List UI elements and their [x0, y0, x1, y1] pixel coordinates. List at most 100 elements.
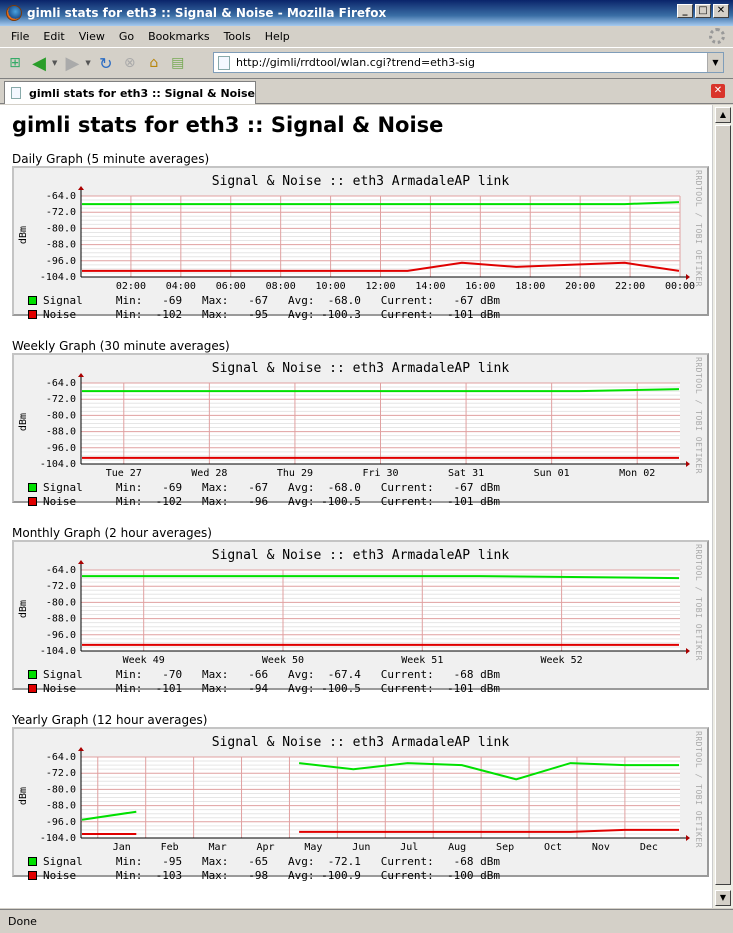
signal-legend-row: Signal Min: -69 Max: -67 Avg: -68.0 Curr…	[28, 481, 500, 494]
signal-swatch	[28, 296, 37, 305]
navigation-toolbar: ⊞ ◀ ▼ ▶ ▼ ↻ ⊗ ⌂ ▤	[0, 47, 733, 79]
back-button[interactable]: ◀	[32, 52, 46, 74]
x-tick-label: Sat 31	[448, 468, 484, 479]
noise-legend-row: Noise Min: -102 Max: -95 Avg: -100.3 Cur…	[28, 308, 500, 321]
rrdtool-watermark: RRDTOOL / TOBI OETIKER	[694, 170, 703, 287]
y-tick-label: -96.0	[46, 630, 76, 641]
signal-line	[82, 201, 680, 206]
y-tick-label: -64.0	[46, 565, 76, 576]
y-tick-label: -104.0	[40, 272, 76, 283]
noise-legend-row: Noise Min: -102 Max: -96 Avg: -100.5 Cur…	[28, 495, 500, 508]
throbber-icon	[709, 28, 725, 44]
signal-line	[81, 762, 679, 821]
x-tick-label: 08:00	[266, 281, 296, 292]
x-tick-label: 06:00	[216, 281, 246, 292]
noise-swatch	[28, 310, 37, 319]
close-tab-icon[interactable]: ✕	[711, 84, 725, 98]
x-tick-label: Sep	[496, 842, 514, 853]
menu-tools[interactable]: Tools	[223, 29, 251, 43]
minimize-button[interactable]: _	[677, 4, 693, 18]
page-title: gimli stats for eth3 :: Signal & Noise	[12, 113, 444, 137]
reload-button[interactable]: ↻	[99, 53, 113, 73]
graph-label: Weekly Graph (30 minute averages)	[12, 339, 230, 353]
signal-swatch	[28, 670, 37, 679]
y-tick-label: -64.0	[46, 191, 76, 202]
graph-label: Daily Graph (5 minute averages)	[12, 152, 210, 166]
y-tick-label: -104.0	[40, 833, 76, 844]
back-dropdown-icon[interactable]: ▼	[52, 59, 58, 67]
window-titlebar: gimli stats for eth3 :: Signal & Noise -…	[0, 0, 733, 26]
x-tick-label: 22:00	[615, 281, 645, 292]
y-tick-label: -96.0	[46, 817, 76, 828]
status-text: Done	[8, 915, 37, 928]
forward-dropdown-icon[interactable]: ▼	[85, 59, 91, 67]
x-tick-label: Week 52	[541, 655, 583, 666]
graph-label: Yearly Graph (12 hour averages)	[12, 713, 208, 727]
x-tick-label: May	[304, 842, 322, 853]
window-title: gimli stats for eth3 :: Signal & Noise -…	[27, 6, 387, 20]
vertical-scrollbar[interactable]: ▲ ▼	[712, 105, 733, 908]
url-bar[interactable]: http://gimli/rrdtool/wlan.cgi?trend=eth3…	[213, 52, 724, 73]
page-icon	[218, 55, 230, 70]
forward-button[interactable]: ▶	[65, 52, 80, 74]
noise-line	[82, 261, 680, 272]
noise-legend-row: Noise Min: -103 Max: -98 Avg: -100.9 Cur…	[28, 869, 500, 882]
firefox-icon	[6, 5, 22, 21]
x-tick-label: Mon 02	[619, 468, 655, 479]
page-content: gimli stats for eth3 :: Signal & Noise D…	[0, 105, 712, 908]
y-tick-label: -80.0	[46, 597, 76, 608]
url-text[interactable]: http://gimli/rrdtool/wlan.cgi?trend=eth3…	[236, 56, 475, 69]
graph-plot: -64.0 -72.0 -80.0 -88.0 -96.0 -104.0 Jan Feb Mar…	[40, 747, 690, 853]
graph-plot: -64.0 -72.0 -80.0 -88.0 -96.0 -104.0 Tue 27 Wed…	[40, 373, 690, 479]
x-tick-label: 12:00	[365, 281, 395, 292]
x-tick-label: Week 51	[401, 655, 443, 666]
x-tick-label: Oct	[544, 842, 562, 853]
y-tick-label: -104.0	[40, 459, 76, 470]
new-tab-icon[interactable]: ⊞	[9, 55, 21, 71]
signal-legend-text: Signal Min: -95 Max: -65 Avg: -72.1 Curr…	[43, 855, 500, 868]
x-tick-label: 10:00	[316, 281, 346, 292]
menu-edit[interactable]: Edit	[43, 29, 65, 43]
x-tick-label: Week 50	[262, 655, 304, 666]
x-tick-label: Apr	[256, 842, 274, 853]
x-tick-label: Aug	[448, 842, 466, 853]
tab-label: gimli stats for eth3 :: Signal & Noise	[29, 86, 255, 100]
close-window-button[interactable]: ✕	[713, 4, 729, 18]
home-button[interactable]: ⌂	[149, 55, 159, 71]
y-tick-label: -104.0	[40, 646, 76, 657]
tab-active[interactable]: gimli stats for eth3 :: Signal & Noise	[4, 81, 256, 104]
rrdtool-watermark: RRDTOOL / TOBI OETIKER	[694, 731, 703, 848]
x-tick-label: 18:00	[515, 281, 545, 292]
x-tick-label: 02:00	[116, 281, 146, 292]
x-tick-label: Wed 28	[191, 468, 227, 479]
x-tick-label: 16:00	[465, 281, 495, 292]
y-tick-label: -88.0	[46, 240, 76, 251]
stop-button[interactable]: ⊗	[123, 55, 136, 71]
menu-file[interactable]: File	[11, 29, 30, 43]
print-icon[interactable]: ▤	[171, 55, 185, 71]
menu-help[interactable]: Help	[264, 29, 290, 43]
y-tick-label: -88.0	[46, 801, 76, 812]
signal-legend-text: Signal Min: -69 Max: -67 Avg: -68.0 Curr…	[43, 481, 500, 494]
graph-plot: -64.0 -72.0 -80.0 -88.0 -96.0 -104.0 Week 49 We…	[40, 560, 690, 666]
noise-legend-text: Noise Min: -102 Max: -96 Avg: -100.5 Cur…	[43, 495, 500, 508]
signal-legend-text: Signal Min: -70 Max: -66 Avg: -67.4 Curr…	[43, 668, 500, 681]
y-tick-label: -64.0	[46, 752, 76, 763]
x-tick-label: Jun	[352, 842, 370, 853]
y-tick-label: -64.0	[46, 378, 76, 389]
url-dropdown-icon[interactable]: ▼	[707, 53, 723, 72]
menu-bookmarks[interactable]: Bookmarks	[148, 29, 210, 43]
graph-plot: -64.0 -72.0 -80.0 -88.0 -96.0 -104.0 02:00 04:0…	[40, 186, 695, 292]
x-tick-label: 20:00	[565, 281, 595, 292]
signal-legend-text: Signal Min: -69 Max: -67 Avg: -68.0 Curr…	[43, 294, 500, 307]
scroll-down-icon[interactable]: ▼	[715, 890, 731, 906]
y-tick-label: -80.0	[46, 223, 76, 234]
noise-swatch	[28, 684, 37, 693]
scroll-thumb[interactable]	[715, 125, 731, 885]
menu-view[interactable]: View	[78, 29, 105, 43]
x-tick-label: Jul	[400, 842, 418, 853]
maximize-button[interactable]: □	[695, 4, 711, 18]
menu-go[interactable]: Go	[118, 29, 135, 43]
y-tick-label: -72.0	[46, 581, 76, 592]
scroll-up-icon[interactable]: ▲	[715, 107, 731, 123]
